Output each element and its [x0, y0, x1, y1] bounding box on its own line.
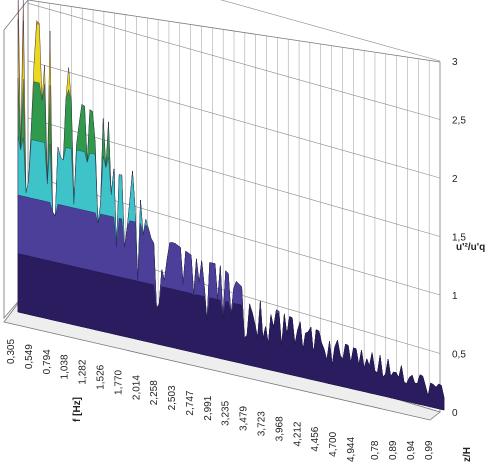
x-tick-label: 0,794	[42, 349, 53, 374]
x-tick-label: 4,212	[292, 421, 303, 446]
x-tick-label: 2,258	[149, 380, 160, 405]
z-gridline	[27, 117, 441, 237]
x-tick-label: 3,723	[257, 411, 268, 436]
z-axis-ticks: 0 0,5 1 1,5 2 2,5 3	[452, 57, 466, 419]
x-tick-label: 3,479	[239, 406, 250, 431]
x-tick-label: 4,700	[328, 431, 339, 456]
x-tick-label: 0,305	[6, 339, 17, 364]
y-tick-label: 0,78	[370, 440, 381, 460]
z-gridline	[27, 3, 441, 120]
z-tick-label: 1	[452, 291, 458, 302]
z-gridline	[27, 60, 441, 179]
y-tick-label: 0,89	[388, 440, 399, 460]
x-tick-label: 4,944	[346, 437, 357, 462]
z-tick-label: 2	[452, 174, 458, 185]
z-gridline	[220, 0, 441, 62]
z-axis-title: u'²/u'q	[456, 242, 485, 253]
x-tick-label: 4,456	[310, 426, 321, 451]
x-tick-label: 2,747	[185, 390, 196, 415]
z-tick-label: 3	[452, 57, 458, 68]
y-axis-ticks: 0,78 0,89 0,94 0,99	[370, 440, 435, 460]
x-axis-title: f [Hz]	[72, 397, 83, 422]
y-axis-title: z/H	[462, 447, 473, 462]
x-tick-label: 1,038	[60, 354, 71, 379]
surface-band	[17, 253, 445, 411]
z-tick-label: 0	[452, 408, 458, 419]
x-tick-label: 3,968	[274, 416, 285, 441]
z-tick-label: 2,5	[452, 116, 466, 127]
x-tick-label: 1,526	[95, 364, 106, 389]
y-tick-label: 0,99	[424, 440, 435, 460]
x-tick-label: 2,014	[131, 375, 142, 400]
x-tick-label: 1,282	[78, 359, 89, 384]
x-tick-label: 2,503	[167, 385, 178, 410]
x-tick-label: 2,991	[203, 395, 214, 420]
z-tick-label: 1,5	[452, 233, 466, 244]
z-tick-label: 0,5	[452, 350, 466, 361]
x-tick-label: 3,235	[221, 400, 232, 425]
x-tick-label: 1,770	[113, 369, 124, 394]
y-tick-label: 0,94	[406, 440, 417, 460]
x-tick-label: 0,549	[24, 344, 35, 369]
data-surface	[17, 0, 445, 411]
x-axis-ticks: 0,305 0,549 0,794 1,038 1,282 1,526 1,770 2,014…	[6, 339, 357, 462]
